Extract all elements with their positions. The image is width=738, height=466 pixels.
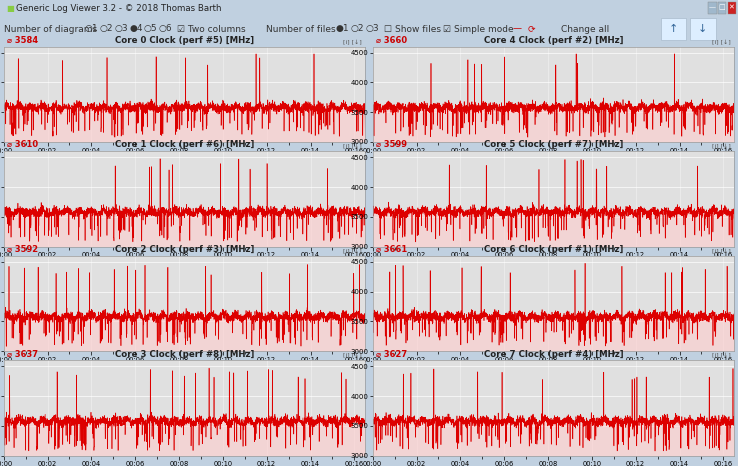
Text: ○5: ○5 [144, 25, 157, 34]
Text: [i] [↓]: [i] [↓] [343, 144, 362, 150]
Text: —: — [513, 25, 522, 34]
Text: Number of files: Number of files [266, 25, 335, 34]
Text: [i] [↓]: [i] [↓] [712, 144, 731, 150]
Text: □: □ [719, 5, 725, 11]
Text: ●4: ●4 [129, 25, 142, 34]
Text: Core 1 Clock (perf #6) [MHz]: Core 1 Clock (perf #6) [MHz] [115, 140, 254, 150]
Text: Core 4 Clock (perf #2) [MHz]: Core 4 Clock (perf #2) [MHz] [483, 36, 624, 45]
FancyBboxPatch shape [708, 1, 717, 14]
Text: Change all: Change all [561, 25, 609, 34]
Text: ☐ Show files: ☐ Show files [384, 25, 441, 34]
Text: ⌀ 3661: ⌀ 3661 [376, 245, 407, 254]
Text: ⌀ 3627: ⌀ 3627 [376, 350, 407, 358]
Text: ↑: ↑ [669, 24, 677, 34]
Text: ●1: ●1 [336, 25, 349, 34]
Text: ✕: ✕ [728, 5, 734, 11]
Text: ○2: ○2 [100, 25, 113, 34]
Text: Core 7 Clock (perf #4) [MHz]: Core 7 Clock (perf #4) [MHz] [483, 350, 624, 358]
Text: ↓: ↓ [698, 24, 707, 34]
Text: ○3: ○3 [114, 25, 128, 34]
Text: ○3: ○3 [365, 25, 379, 34]
Text: ⌀ 3637: ⌀ 3637 [7, 350, 38, 358]
Text: ⌀ 3599: ⌀ 3599 [376, 140, 407, 150]
Text: ⌀ 3610: ⌀ 3610 [7, 140, 38, 150]
Text: Number of diagrams: Number of diagrams [4, 25, 97, 34]
Text: Core 3 Clock (perf #8) [MHz]: Core 3 Clock (perf #8) [MHz] [115, 350, 254, 358]
Text: ☑ Simple mode: ☑ Simple mode [443, 25, 514, 34]
Text: ○6: ○6 [159, 25, 172, 34]
Text: ☑ Two columns: ☑ Two columns [177, 25, 246, 34]
Text: Generic Log Viewer 3.2 - © 2018 Thomas Barth: Generic Log Viewer 3.2 - © 2018 Thomas B… [16, 4, 221, 13]
Text: Core 5 Clock (perf #7) [MHz]: Core 5 Clock (perf #7) [MHz] [484, 140, 623, 150]
Text: ⌀ 3592: ⌀ 3592 [7, 245, 38, 254]
Text: Core 2 Clock (perf #3) [MHz]: Core 2 Clock (perf #3) [MHz] [115, 245, 254, 254]
Text: Core 6 Clock (perf #1) [MHz]: Core 6 Clock (perf #1) [MHz] [484, 245, 623, 254]
FancyBboxPatch shape [718, 1, 726, 14]
FancyBboxPatch shape [661, 18, 686, 40]
FancyBboxPatch shape [690, 18, 716, 40]
Text: [i] [↓]: [i] [↓] [343, 354, 362, 358]
Text: [i] [↓]: [i] [↓] [712, 249, 731, 254]
Text: ○1: ○1 [85, 25, 98, 34]
Text: ■: ■ [6, 4, 14, 13]
Text: ⟳: ⟳ [528, 25, 535, 34]
Text: ⌀ 3584: ⌀ 3584 [7, 36, 38, 45]
Text: —: — [708, 5, 716, 11]
Text: [i] [↓]: [i] [↓] [712, 40, 731, 45]
Text: [i] [↓]: [i] [↓] [343, 249, 362, 254]
Text: Core 0 Clock (perf #5) [MHz]: Core 0 Clock (perf #5) [MHz] [115, 36, 254, 45]
Text: [i] [↓]: [i] [↓] [712, 354, 731, 358]
Text: [i] [↓]: [i] [↓] [343, 40, 362, 45]
Text: ○2: ○2 [351, 25, 364, 34]
Text: ⌀ 3660: ⌀ 3660 [376, 36, 407, 45]
FancyBboxPatch shape [728, 1, 736, 14]
